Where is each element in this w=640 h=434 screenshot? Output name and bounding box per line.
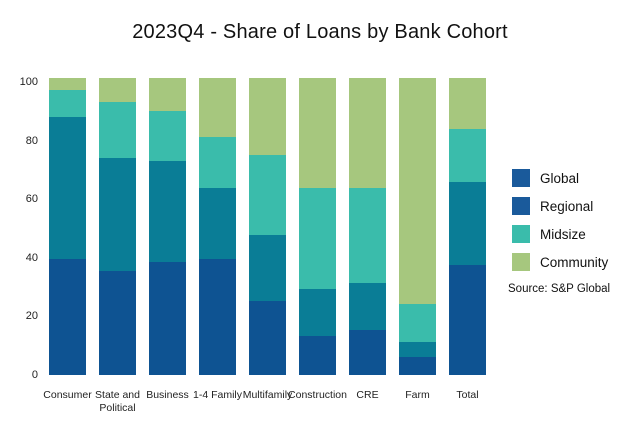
bar-segment-global xyxy=(399,357,436,375)
legend-item-regional: Regional xyxy=(512,192,608,220)
bar-segment-midsize xyxy=(399,303,436,343)
bar-segment-midsize xyxy=(149,110,186,162)
bar-segment-midsize xyxy=(299,187,336,289)
bar-segment-midsize xyxy=(249,155,286,236)
bar-segment-community xyxy=(249,78,286,156)
bar-segment-midsize xyxy=(49,89,86,117)
legend-item-global: Global xyxy=(512,164,608,192)
bar-segment-community xyxy=(449,78,486,129)
legend-label: Regional xyxy=(540,198,594,214)
bar-1-4-family xyxy=(199,78,236,375)
legend-label: Community xyxy=(540,254,609,270)
bar-segment-community xyxy=(99,78,136,102)
y-axis-tick-label: 0 xyxy=(31,368,38,381)
legend: Global Regional Midsize Community xyxy=(512,164,608,276)
legend-label: Midsize xyxy=(540,226,586,242)
bar-consumer xyxy=(49,78,86,375)
bar-business xyxy=(149,78,186,375)
x-axis-tick-label: Farm xyxy=(405,389,430,401)
x-axis-tick-label: State and Political xyxy=(95,389,140,414)
bar-segment-community xyxy=(149,78,186,111)
bar-segment-community xyxy=(199,78,236,138)
bar-farm xyxy=(399,78,436,375)
x-axis-tick-label: CRE xyxy=(356,389,379,401)
bar-segment-regional xyxy=(299,288,336,337)
bar-segment-global xyxy=(49,259,86,375)
legend-label: Global xyxy=(540,170,580,186)
bar-segment-midsize xyxy=(349,187,386,283)
bar-segment-regional xyxy=(99,158,136,272)
bar-segment-global xyxy=(249,300,286,375)
bar-total xyxy=(449,78,486,375)
bar-segment-midsize xyxy=(199,137,236,188)
bar-segment-regional xyxy=(349,282,386,331)
bar-segment-global xyxy=(449,265,486,375)
y-axis-tick-label: 20 xyxy=(25,310,38,323)
legend-item-community: Community xyxy=(512,248,608,276)
x-axis-tick-label: Business xyxy=(146,389,189,401)
x-axis-tick-label: Total xyxy=(456,389,479,401)
x-axis-tick-label: Construction xyxy=(288,389,347,401)
bar-state-and-political xyxy=(99,78,136,375)
bar-segment-global xyxy=(199,259,236,375)
bar-segment-regional xyxy=(399,342,436,358)
bar-segment-midsize xyxy=(99,101,136,159)
bar-segment-regional xyxy=(49,116,86,260)
y-axis-tick-label: 80 xyxy=(25,134,38,147)
bar-multifamily xyxy=(249,78,286,375)
bar-segment-global xyxy=(349,330,386,375)
source-note: Source: S&P Global xyxy=(508,283,611,295)
x-axis-tick-label: Multifamily xyxy=(242,389,293,401)
x-axis-tick-label: 1-4 Family xyxy=(192,389,243,401)
bar-segment-regional xyxy=(149,161,186,263)
bar-segment-community xyxy=(49,78,86,90)
legend-item-midsize: Midsize xyxy=(512,220,608,248)
bar-segment-midsize xyxy=(449,128,486,182)
legend-swatch-icon xyxy=(512,225,530,243)
bar-segment-community xyxy=(349,78,386,188)
bar-segment-global xyxy=(149,262,186,375)
bar-cre xyxy=(349,78,386,375)
bar-segment-regional xyxy=(449,181,486,266)
bar-segment-global xyxy=(99,271,136,375)
legend-swatch-icon xyxy=(512,169,530,187)
bar-segment-regional xyxy=(199,187,236,260)
bar-segment-community xyxy=(299,78,336,188)
y-axis-tick-label: 40 xyxy=(25,251,38,264)
y-axis-tick-label: 60 xyxy=(25,193,38,206)
bar-segment-community xyxy=(399,78,436,304)
bar-construction xyxy=(299,78,336,375)
bar-segment-global xyxy=(299,336,336,375)
legend-swatch-icon xyxy=(512,253,530,271)
legend-swatch-icon xyxy=(512,197,530,215)
x-axis-tick-label: Consumer xyxy=(43,389,92,401)
y-axis-tick-label: 100 xyxy=(19,76,38,89)
chart-title: 2023Q4 - Share of Loans by Bank Cohort xyxy=(132,21,508,43)
bar-segment-regional xyxy=(249,235,286,301)
